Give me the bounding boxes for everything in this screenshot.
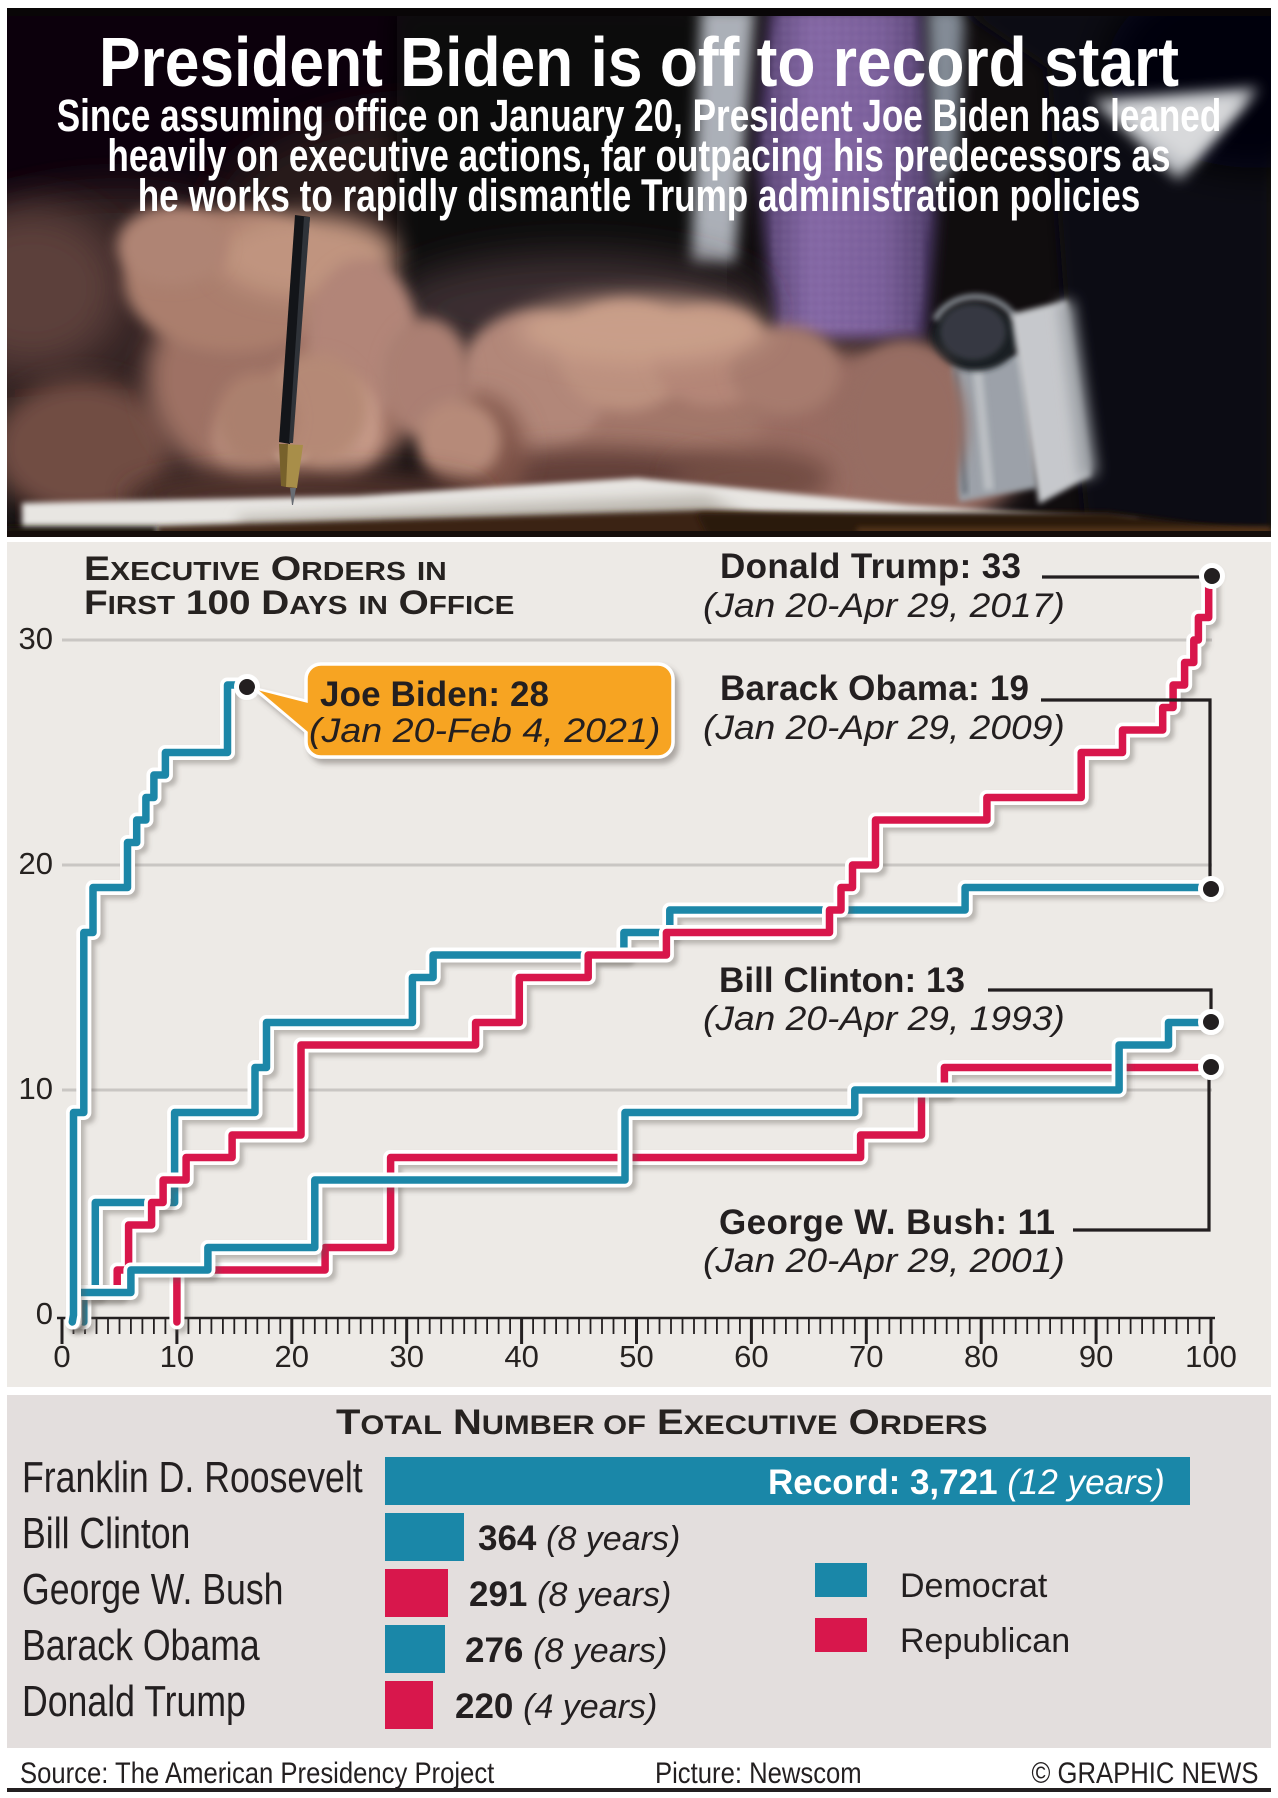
svg-text:60: 60 bbox=[734, 1339, 768, 1374]
svg-text:100: 100 bbox=[1185, 1339, 1237, 1374]
svg-text:30: 30 bbox=[19, 621, 53, 656]
svg-text:(Jan 20-Apr 29, 2009): (Jan 20-Apr 29, 2009) bbox=[703, 708, 1065, 746]
svg-text:10: 10 bbox=[160, 1339, 194, 1374]
svg-text:40: 40 bbox=[504, 1339, 538, 1374]
svg-text:Barack Obama: 19: Barack Obama: 19 bbox=[720, 669, 1029, 708]
svg-text:0: 0 bbox=[36, 1296, 53, 1331]
svg-text:EXECUTIVE ORDERS IN: EXECUTIVE ORDERS IN bbox=[84, 549, 447, 587]
svg-text:30: 30 bbox=[389, 1339, 423, 1374]
svg-text:George W. Bush: 11: George W. Bush: 11 bbox=[719, 1203, 1055, 1242]
svg-text:80: 80 bbox=[964, 1339, 998, 1374]
svg-text:Donald Trump: 33: Donald Trump: 33 bbox=[720, 547, 1021, 586]
svg-text:10: 10 bbox=[19, 1071, 53, 1106]
svg-text:Joe Biden: 28: Joe Biden: 28 bbox=[320, 675, 549, 714]
svg-text:(Jan 20-Apr 29, 2017): (Jan 20-Apr 29, 2017) bbox=[703, 586, 1065, 624]
svg-text:(Jan 20-Apr 29, 2001): (Jan 20-Apr 29, 2001) bbox=[703, 1241, 1065, 1279]
svg-text:70: 70 bbox=[849, 1339, 883, 1374]
svg-text:(Jan 20-Apr 29, 1993): (Jan 20-Apr 29, 1993) bbox=[703, 999, 1065, 1037]
svg-text:FIRST 100 DAYS IN OFFICE: FIRST 100 DAYS IN OFFICE bbox=[84, 583, 514, 621]
svg-text:90: 90 bbox=[1079, 1339, 1113, 1374]
svg-text:20: 20 bbox=[19, 846, 53, 881]
svg-text:(Jan 20-Feb 4, 2021): (Jan 20-Feb 4, 2021) bbox=[309, 712, 660, 750]
svg-text:Bill Clinton: 13: Bill Clinton: 13 bbox=[719, 961, 965, 1000]
svg-text:0: 0 bbox=[53, 1339, 70, 1374]
svg-text:50: 50 bbox=[619, 1339, 653, 1374]
svg-text:20: 20 bbox=[275, 1339, 309, 1374]
